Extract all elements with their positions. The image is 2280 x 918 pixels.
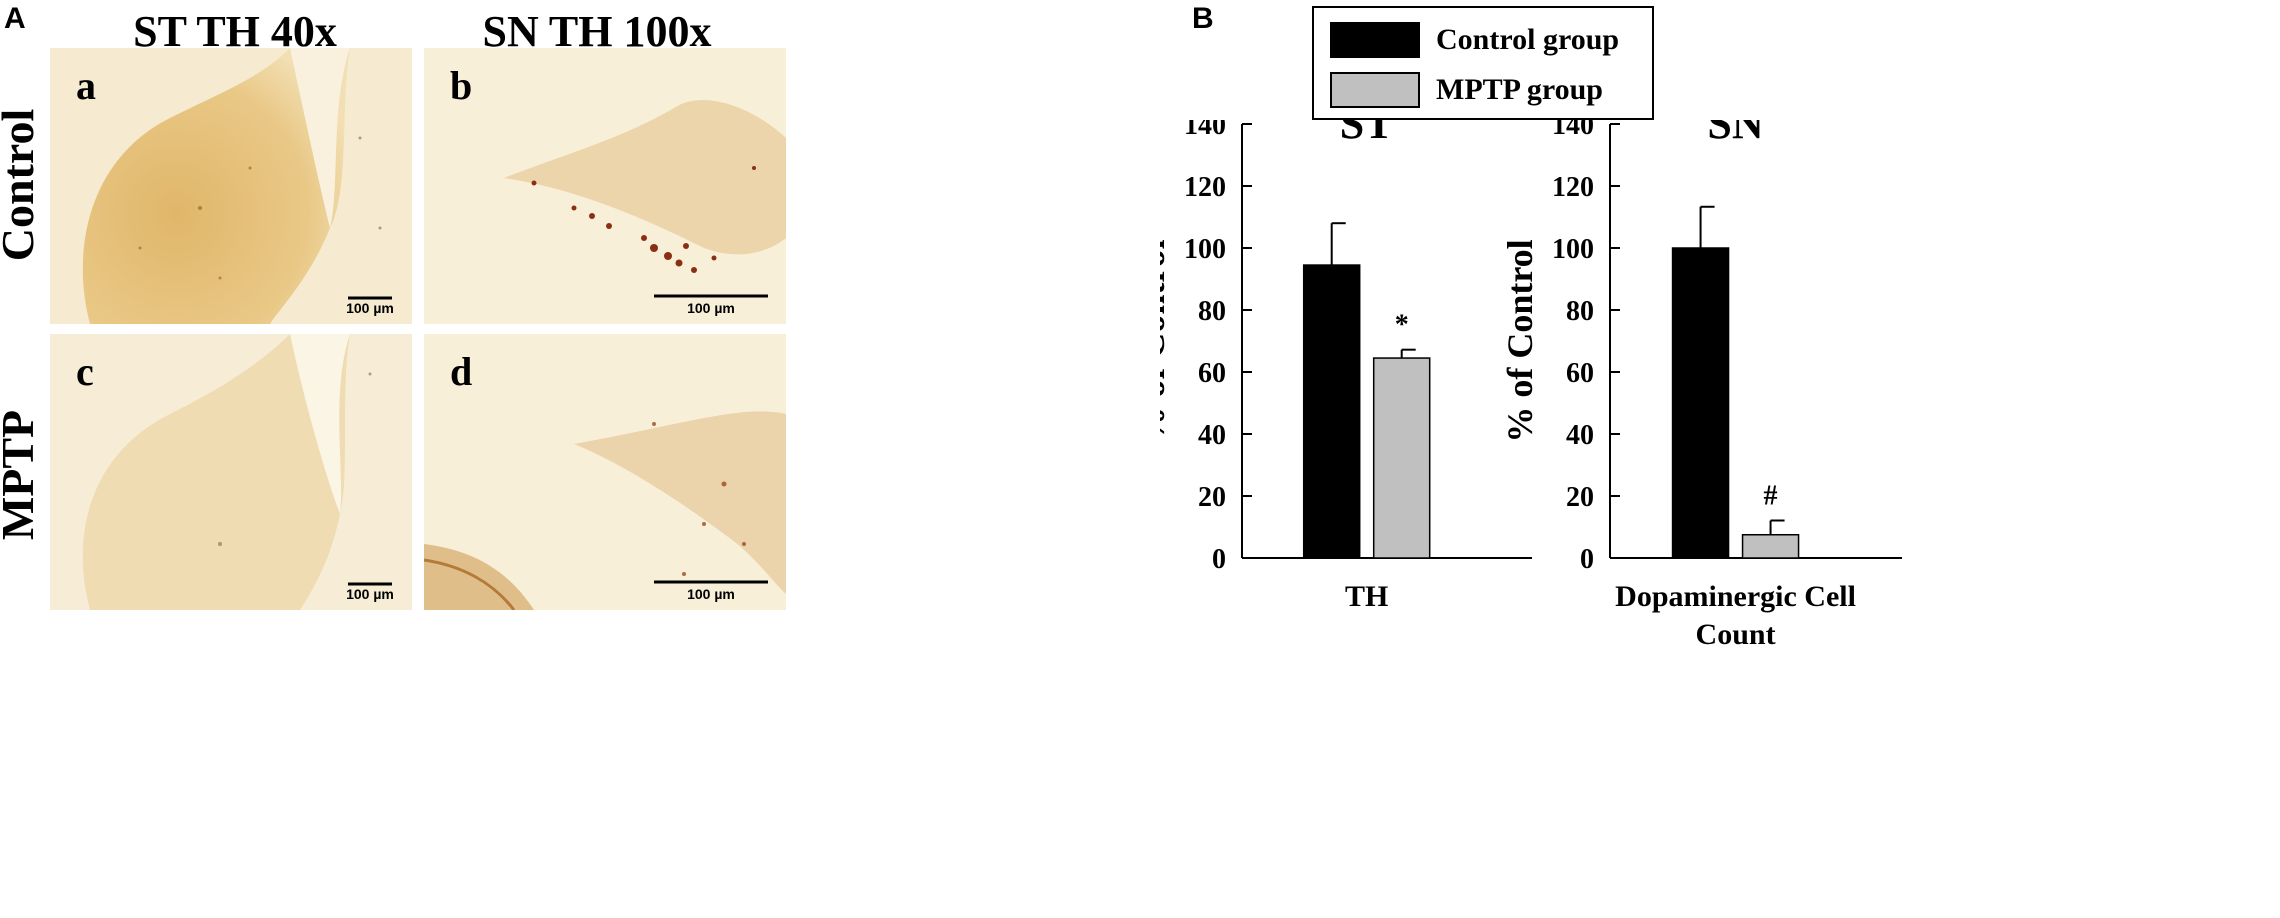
legend-item-mptp: MPTP group: [1330, 70, 1603, 110]
micrograph-tag-a: a: [76, 63, 96, 108]
row-header-mptp: MPTP: [0, 409, 43, 541]
chart-sn-bar-control: [1671, 247, 1730, 559]
column-header-st: ST TH 40x: [133, 7, 337, 56]
chart-sn-y-tick-label: 100: [1552, 234, 1594, 265]
chart-sn-y-axis-label: % of Control: [1500, 239, 1540, 442]
chart-sn-y-tick-label: 40: [1566, 420, 1594, 451]
chart-sn-y-tick-label: 0: [1580, 544, 1594, 575]
scale-bar-label-b: 100 µm: [687, 300, 735, 316]
chart-st-bar-control: [1302, 264, 1361, 559]
chart-sn-y-tick-label: 60: [1566, 358, 1594, 389]
chart-sn-y-tick-label: 120: [1552, 172, 1594, 203]
chart-st-y-tick-label: 120: [1184, 172, 1226, 203]
micrograph-a: a 100 µm: [50, 48, 412, 324]
chart-st-y-tick-label: 40: [1198, 420, 1226, 451]
legend-swatch-control: [1330, 22, 1420, 58]
micrograph-d-image: [424, 334, 786, 610]
chart-sn-y-tick-label: 140: [1552, 120, 1594, 141]
chart-sn-title: SN: [1707, 120, 1763, 148]
chart-sn-y-tick-label: 20: [1566, 482, 1594, 513]
row-header-control: Control: [0, 108, 43, 262]
micrograph-c: c 100 µm: [50, 334, 412, 610]
micrograph-c-image: [50, 334, 412, 610]
chart-legend: Control group MPTP group: [1312, 6, 1654, 120]
chart-st-y-tick-label: 80: [1198, 296, 1226, 327]
column-header-sn: SN TH 100x: [482, 7, 712, 56]
bar-charts: 0 20 40 60 80 100 120 140 % of Control ST * TH 0 20 40…: [1160, 120, 1902, 651]
chart-sn-y-tick-label: 80: [1566, 296, 1594, 327]
legend-item-control: Control group: [1330, 20, 1619, 60]
chart-st-y-axis-label: % of Control: [1160, 239, 1172, 442]
micrograph-tag-d: d: [450, 349, 473, 394]
micrograph-b: b 100 µm: [424, 48, 786, 324]
micrograph-a-image: [50, 48, 412, 324]
chart-st-y-tick-label: 100: [1184, 234, 1226, 265]
chart-st-y-tick-label: 20: [1198, 482, 1226, 513]
legend-label-control: Control group: [1436, 23, 1620, 56]
scale-bar-label-c: 100 µm: [346, 586, 394, 602]
chart-st-bar-mptp: [1372, 357, 1431, 559]
micrograph-tag-b: b: [450, 63, 473, 108]
chart-st-significance-mark: *: [1395, 310, 1409, 341]
micrograph-b-image: [424, 48, 786, 324]
chart-st-y-tick-label: 140: [1184, 120, 1226, 141]
micrograph-d: d 100 µm: [424, 334, 786, 610]
micrograph-tag-c: c: [76, 349, 94, 394]
panel-a-label: A: [4, 2, 26, 35]
chart-sn-category-label: Count: [1696, 618, 1776, 651]
chart-st-category-label: TH: [1345, 580, 1388, 613]
chart-sn-category-label: Dopaminergic Cell: [1615, 580, 1856, 613]
chart-st-title: ST: [1340, 120, 1394, 148]
chart-st-y-tick-label: 60: [1198, 358, 1226, 389]
chart-sn-bar-mptp: [1741, 534, 1800, 559]
scale-bar-label-a: 100 µm: [346, 300, 394, 316]
chart-st-y-tick-label: 0: [1212, 544, 1226, 575]
chart-sn-significance-mark: #: [1764, 480, 1778, 511]
legend-label-mptp: MPTP group: [1436, 73, 1603, 106]
scale-bar-label-d: 100 µm: [687, 586, 735, 602]
panel-b-label: B: [1192, 2, 1214, 35]
legend-swatch-mptp: [1330, 72, 1420, 108]
